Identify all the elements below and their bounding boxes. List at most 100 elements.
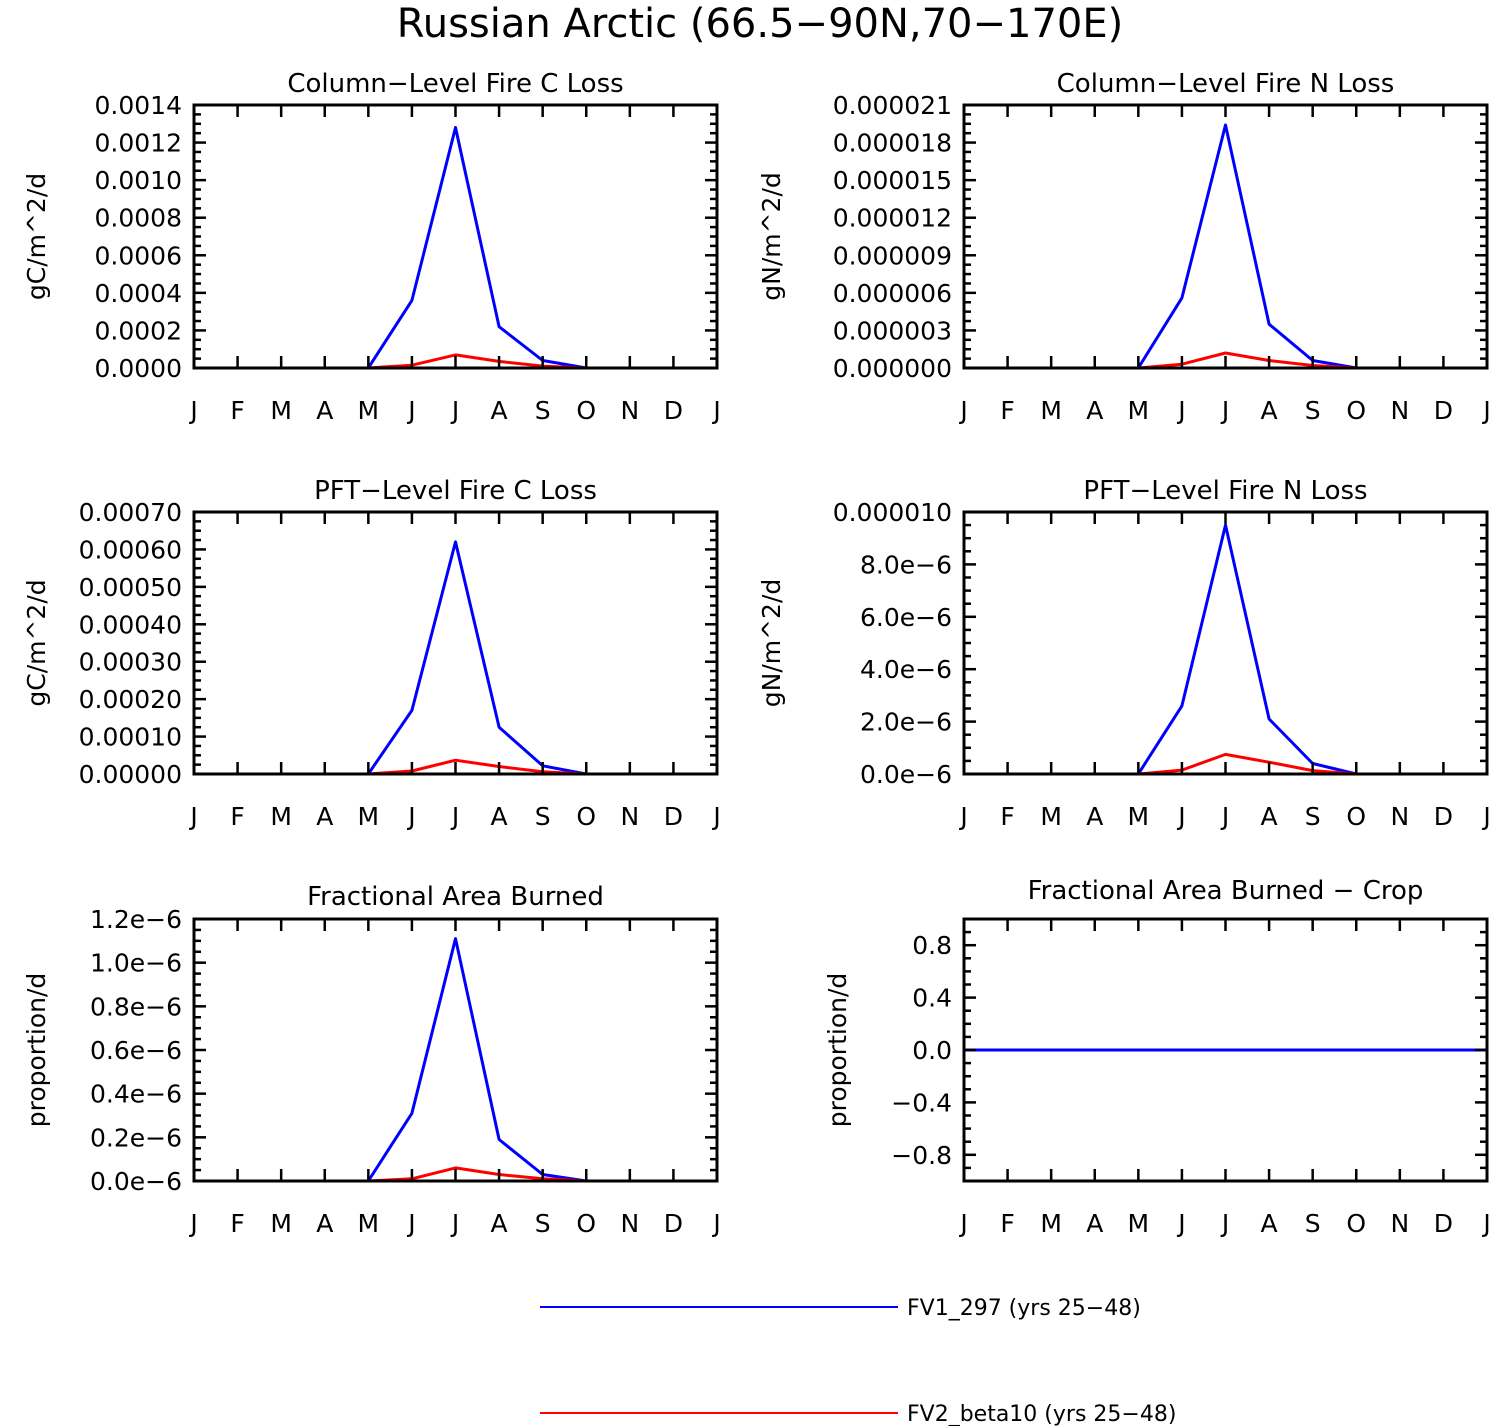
x-tick-label: A bbox=[1086, 1209, 1103, 1238]
x-tick-label: A bbox=[1086, 396, 1103, 425]
x-tick-label: J bbox=[406, 396, 415, 425]
y-tick-label: 0.00010 bbox=[79, 723, 182, 752]
y-axis-label: proportion/d bbox=[22, 973, 51, 1128]
x-tick-label: O bbox=[1346, 1209, 1366, 1238]
x-tick-label: J bbox=[1481, 1209, 1490, 1238]
y-axis-label: proportion/d bbox=[823, 973, 852, 1128]
x-tick-label: D bbox=[664, 802, 683, 831]
y-tick-label: 4.0e−6 bbox=[860, 655, 952, 684]
y-tick-label: 0.2e−6 bbox=[90, 1123, 182, 1152]
x-tick-label: O bbox=[576, 802, 596, 831]
x-tick-label: M bbox=[1128, 1209, 1150, 1238]
y-tick-label: 0.000018 bbox=[833, 129, 952, 158]
x-tick-label: M bbox=[1128, 802, 1150, 831]
x-tick-label: S bbox=[1305, 802, 1321, 831]
y-tick-label: 0.00040 bbox=[79, 610, 182, 639]
legend-label: FV1_297 (yrs 25−48) bbox=[907, 1296, 1141, 1321]
panel-5: J F M A M J J A S O N D J0.0e−60.2e−60.4e−60.6e−60.8… bbox=[22, 882, 721, 1238]
y-tick-label: 0.00070 bbox=[79, 498, 182, 527]
x-tick-label: J bbox=[1481, 802, 1490, 831]
x-tick-label: D bbox=[1434, 1209, 1453, 1238]
x-tick-label: J bbox=[1481, 396, 1490, 425]
x-tick-label: S bbox=[535, 1209, 551, 1238]
x-tick-label: M bbox=[358, 1209, 380, 1238]
x-tick-label: O bbox=[1346, 396, 1366, 425]
y-axis-label: gN/m^2/d bbox=[757, 172, 786, 301]
x-tick-label: N bbox=[1390, 802, 1409, 831]
x-tick-label: A bbox=[316, 1209, 333, 1238]
y-tick-label: 0.000012 bbox=[833, 204, 952, 233]
x-tick-label: J bbox=[450, 802, 459, 831]
series-line-a bbox=[964, 523, 1487, 776]
x-tick-label: A bbox=[316, 396, 333, 425]
plot-frame bbox=[962, 510, 1489, 776]
y-tick-label: 0.4e−6 bbox=[90, 1080, 182, 1109]
y-tick-label: 0.0006 bbox=[95, 241, 182, 270]
x-tick-label: S bbox=[1305, 1209, 1321, 1238]
x-tick-label: S bbox=[1305, 396, 1321, 425]
panel-title: Column−Level Fire N Loss bbox=[1057, 69, 1395, 99]
x-tick-label: J bbox=[711, 1209, 720, 1238]
plot-frame bbox=[192, 510, 719, 776]
y-tick-label: 0.4 bbox=[912, 984, 952, 1013]
y-tick-label: 0.0002 bbox=[95, 316, 182, 345]
panel-4: J F M A M J J A S O N D J0.0e−62.0e−64.0e−66.0e−68.0… bbox=[757, 476, 1491, 831]
plot-frame bbox=[192, 103, 719, 370]
y-tick-label: 0.000015 bbox=[833, 166, 952, 195]
y-tick-label: 0.00060 bbox=[79, 535, 182, 564]
x-tick-label: F bbox=[1000, 802, 1014, 831]
x-tick-label: F bbox=[230, 1209, 244, 1238]
x-tick-label: N bbox=[620, 396, 639, 425]
x-tick-label: J bbox=[1220, 802, 1229, 831]
x-tick-label: J bbox=[188, 1209, 197, 1238]
x-tick-label: A bbox=[1261, 1209, 1278, 1238]
x-tick-label: J bbox=[711, 802, 720, 831]
y-tick-label: 0.00030 bbox=[79, 648, 182, 677]
x-tick-label: J bbox=[1176, 802, 1185, 831]
y-tick-label: 0.000009 bbox=[833, 241, 952, 270]
series-line-a bbox=[964, 123, 1487, 370]
panel-6: J F M A M J J A S O N D J−0.8−0.40.00.40.8Fractional… bbox=[823, 876, 1491, 1238]
y-tick-label: 0.000010 bbox=[833, 498, 952, 527]
x-tick-label: F bbox=[1000, 396, 1014, 425]
x-tick-label: J bbox=[406, 802, 415, 831]
x-tick-label: A bbox=[491, 1209, 508, 1238]
y-axis-label: gC/m^2/d bbox=[22, 173, 51, 300]
x-tick-label: J bbox=[711, 396, 720, 425]
panel-title: Fractional Area Burned − Crop bbox=[1028, 876, 1424, 906]
x-tick-label: O bbox=[1346, 802, 1366, 831]
x-tick-label: J bbox=[1176, 396, 1185, 425]
x-tick-label: M bbox=[270, 802, 292, 831]
y-tick-label: 0.0 bbox=[912, 1036, 952, 1065]
x-tick-label: M bbox=[1040, 1209, 1062, 1238]
panel-1: J F M A M J J A S O N D J0.00000.00020.00040.00060.0… bbox=[22, 69, 721, 425]
x-tick-label: J bbox=[450, 396, 459, 425]
x-tick-label: M bbox=[270, 1209, 292, 1238]
x-tick-label: S bbox=[535, 802, 551, 831]
y-tick-label: 0.000000 bbox=[833, 354, 952, 383]
x-tick-label: M bbox=[358, 802, 380, 831]
figure-title: Russian Arctic (66.5−90N,70−170E) bbox=[397, 1, 1124, 47]
x-tick-label: S bbox=[535, 396, 551, 425]
x-tick-label: J bbox=[958, 1209, 967, 1238]
y-tick-label: 6.0e−6 bbox=[860, 603, 952, 632]
x-tick-label: O bbox=[576, 396, 596, 425]
y-axis-label: gN/m^2/d bbox=[757, 579, 786, 708]
x-tick-label: A bbox=[491, 802, 508, 831]
y-tick-label: 0.0e−6 bbox=[860, 760, 952, 789]
panel-title: PFT−Level Fire N Loss bbox=[1083, 476, 1367, 506]
x-tick-label: J bbox=[188, 802, 197, 831]
x-tick-label: A bbox=[1261, 396, 1278, 425]
x-tick-label: J bbox=[1220, 396, 1229, 425]
x-tick-label: A bbox=[1086, 802, 1103, 831]
x-tick-label: J bbox=[958, 802, 967, 831]
x-tick-label: N bbox=[620, 1209, 639, 1238]
x-tick-label: A bbox=[316, 802, 333, 831]
y-tick-label: 2.0e−6 bbox=[860, 708, 952, 737]
y-tick-label: 1.0e−6 bbox=[90, 949, 182, 978]
x-tick-label: D bbox=[664, 1209, 683, 1238]
y-tick-label: 0.0014 bbox=[95, 91, 182, 120]
y-axis-label: gC/m^2/d bbox=[22, 579, 51, 706]
y-tick-label: 1.2e−6 bbox=[90, 905, 182, 934]
x-tick-label: F bbox=[230, 396, 244, 425]
